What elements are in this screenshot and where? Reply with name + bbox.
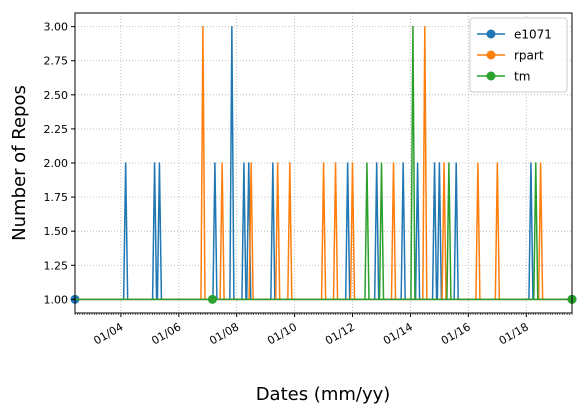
series-spike (436, 162, 443, 300)
y-axis-label: Number of Repos (9, 85, 30, 241)
y-tick-label: 2.75 (44, 55, 69, 68)
series-spike (410, 25, 416, 300)
series-spike (156, 162, 163, 300)
x-tick-label: 01/18 (497, 320, 531, 347)
y-tick-label: 1.75 (44, 191, 69, 204)
y-tick-label: 2.50 (44, 89, 69, 102)
series-spike (200, 25, 206, 300)
series-spike (414, 162, 421, 300)
series-spike (248, 162, 254, 300)
x-tick-label: 01/04 (91, 320, 125, 347)
series-spike (151, 162, 158, 300)
legend-item: tm (477, 70, 530, 84)
x-tick-label: 01/16 (439, 320, 473, 347)
series-layer (70, 25, 577, 304)
series-spike (537, 162, 544, 300)
series-spike (219, 162, 225, 300)
series-e1071 (70, 25, 577, 304)
legend-marker (486, 29, 496, 39)
x-tick-label: 01/12 (323, 320, 357, 347)
series-spike (270, 162, 276, 300)
series-spike (320, 162, 327, 300)
y-tick-label: 1.50 (44, 225, 69, 238)
legend-item: e1071 (477, 28, 552, 42)
y-tick-label: 2.00 (44, 157, 69, 170)
series-spike (446, 162, 452, 300)
x-tick-label: 01/06 (149, 320, 183, 347)
legend-marker (486, 71, 496, 81)
legend-label: rpart (514, 49, 544, 63)
series-spike (533, 162, 539, 300)
series-spike (373, 162, 380, 300)
y-ticks: 1.00 1.25 1.50 1.75 2.00 2.25 2.50 2.75 3.00 (44, 21, 75, 306)
series-tm (75, 25, 577, 304)
x-ticks: 01/04 01/06 01/08 01/10 01/12 01/14 01/16 01/18 (74, 313, 573, 347)
series-spike (287, 162, 293, 300)
legend-item: rpart (477, 49, 544, 63)
series-spike (475, 162, 481, 300)
series-spike (364, 162, 370, 300)
series-spike (274, 162, 281, 300)
legend-label: e1071 (514, 28, 552, 42)
series-spike (453, 162, 459, 300)
series-spike (400, 162, 406, 300)
y-tick-label: 2.25 (44, 123, 69, 136)
legend: e1071 rpart tm (469, 17, 568, 93)
series-marker (207, 294, 217, 304)
series-spike (494, 162, 501, 300)
y-tick-label: 1.25 (44, 259, 69, 272)
series-spike (441, 162, 447, 300)
y-tick-label: 1.00 (44, 293, 69, 306)
series-spike (390, 162, 397, 300)
legend-label: tm (514, 70, 530, 84)
series-spike (422, 25, 428, 300)
series-spike (241, 162, 247, 300)
x-tick-label: 01/08 (207, 320, 241, 347)
series-spike (349, 162, 356, 300)
series-spike (378, 162, 385, 300)
legend-marker (486, 50, 496, 60)
series-spike (332, 162, 339, 300)
x-axis-label: Dates (mm/yy) (256, 384, 391, 405)
series-spike (229, 25, 235, 300)
series-spike (212, 162, 218, 300)
series-spike (431, 162, 438, 300)
x-tick-label: 01/10 (265, 320, 299, 347)
y-tick-label: 3.00 (44, 21, 69, 34)
series-spike (122, 162, 129, 300)
x-tick-label: 01/14 (381, 320, 415, 347)
series-spike (528, 162, 534, 300)
series-spike (344, 162, 351, 300)
